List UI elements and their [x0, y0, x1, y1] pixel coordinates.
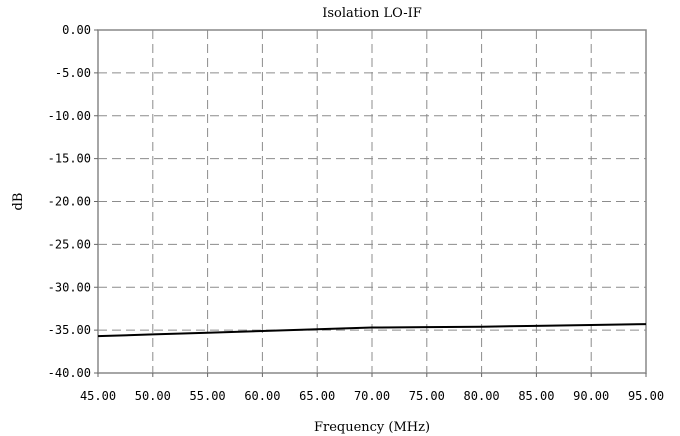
x-axis: 45.00 50.00 55.00 60.00 65.00 70.00 75.00 80.00… [80, 373, 664, 403]
y-tick-label: -5.00 [55, 66, 91, 80]
y-tick-label: -30.00 [48, 280, 91, 294]
chart-title: Isolation LO-IF [322, 6, 422, 21]
x-tick-label: 65.00 [299, 389, 335, 403]
y-tick-label: 0.00 [62, 23, 91, 37]
x-tick-label: 95.00 [628, 389, 664, 403]
x-tick-label: 50.00 [135, 389, 171, 403]
y-tick-label: -25.00 [48, 237, 91, 251]
x-tick-label: 75.00 [409, 389, 445, 403]
series-layer [97, 323, 647, 338]
y-tick-label: -10.00 [48, 109, 91, 123]
y-tick-label: -40.00 [48, 366, 91, 380]
x-tick-label: 90.00 [573, 389, 609, 403]
y-axis-title: dB [11, 193, 26, 211]
y-tick-label: -15.00 [48, 152, 91, 166]
series-line [97, 323, 647, 338]
x-tick-label: 55.00 [190, 389, 226, 403]
y-tick-label: -35.00 [48, 323, 91, 337]
x-tick-label: 80.00 [464, 389, 500, 403]
x-tick-label: 70.00 [354, 389, 390, 403]
x-tick-label: 85.00 [518, 389, 554, 403]
y-tick-label: -20.00 [48, 195, 91, 209]
grid [98, 30, 646, 373]
x-tick-label: 45.00 [80, 389, 116, 403]
y-axis: 0.00 -5.00 -10.00 -15.00 -20.00 -25.00 -30.00 -… [48, 23, 98, 380]
x-tick-label: 60.00 [244, 389, 280, 403]
x-axis-title: Frequency (MHz) [314, 420, 430, 435]
